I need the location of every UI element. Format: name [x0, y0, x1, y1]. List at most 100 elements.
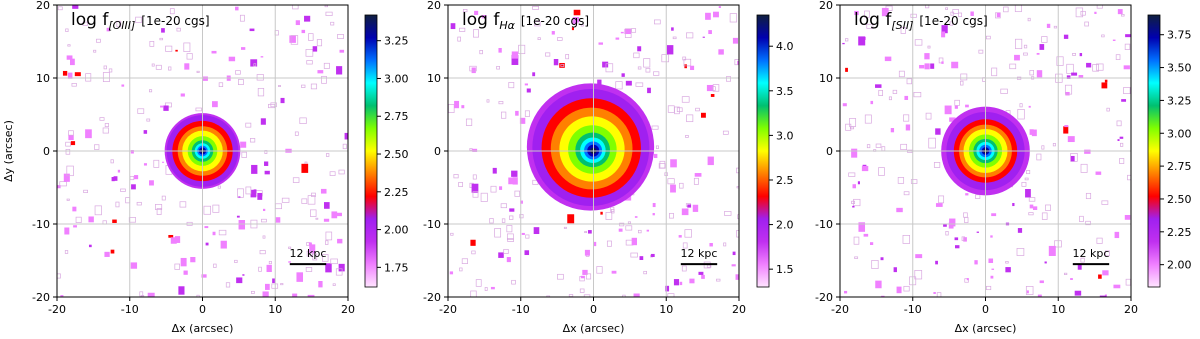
panel-title: log fHα [1e-20 cgs]: [462, 10, 589, 32]
speckle: [1012, 203, 1015, 207]
speckle: [1113, 284, 1121, 289]
speckle: [1063, 126, 1069, 134]
speckle: [325, 11, 333, 16]
speckle: [1029, 204, 1034, 209]
speckle: [66, 198, 70, 201]
speckle: [684, 64, 687, 69]
speckle: [184, 63, 190, 70]
speckle: [571, 27, 574, 31]
title-unit: [1e-20 cgs]: [141, 14, 209, 28]
speckle: [1036, 70, 1043, 78]
speckle: [861, 165, 869, 172]
speckle: [635, 82, 644, 87]
speckle: [337, 34, 344, 39]
speckle: [627, 221, 632, 224]
speckle: [888, 96, 892, 101]
speckle: [965, 104, 969, 108]
speckle: [1044, 261, 1047, 264]
speckle: [596, 266, 603, 274]
speckle: [143, 163, 147, 166]
speckle: [1017, 228, 1023, 233]
speckle: [605, 63, 614, 73]
speckle: [316, 39, 323, 47]
speckle: [511, 54, 519, 65]
speckle: [149, 89, 153, 93]
speckle: [301, 198, 308, 204]
speckle: [325, 153, 330, 157]
speckle: [311, 192, 316, 197]
speckle: [944, 105, 952, 115]
speckle: [521, 232, 525, 235]
x-tick-label: 20: [1124, 303, 1138, 316]
speckle: [580, 24, 584, 27]
colorbar-tick-label: 2.50: [1167, 193, 1192, 206]
speckle: [512, 177, 518, 185]
speckle: [272, 278, 276, 284]
speckle: [321, 75, 327, 84]
speckle: [68, 135, 74, 141]
speckle: [875, 143, 882, 148]
speckle: [706, 84, 714, 92]
speckle: [718, 6, 721, 8]
speckle: [670, 184, 676, 193]
speckle: [66, 55, 73, 60]
speckle: [988, 258, 994, 263]
speckle: [67, 44, 71, 47]
speckle: [611, 270, 617, 274]
speckle: [624, 28, 632, 35]
y-axis-label: Δy (arcsec): [2, 120, 15, 182]
speckle: [325, 263, 332, 273]
speckle: [280, 97, 285, 104]
speckle: [492, 167, 497, 174]
speckle: [646, 229, 650, 232]
speckle: [1085, 220, 1091, 226]
speckle: [537, 37, 541, 40]
speckle: [335, 268, 343, 276]
speckle: [1063, 34, 1069, 39]
speckle: [112, 219, 117, 223]
speckle: [117, 169, 121, 173]
speckle: [880, 257, 884, 261]
speckle: [639, 256, 644, 261]
speckle: [683, 58, 692, 67]
speckle: [584, 249, 590, 256]
scale-bar-label: 12 kpc: [1073, 247, 1110, 260]
speckle: [584, 231, 588, 233]
y-tick-label: 10: [427, 72, 441, 85]
speckle: [196, 294, 200, 297]
speckle: [143, 130, 148, 134]
speckle: [1121, 99, 1127, 102]
speckle: [1095, 171, 1102, 175]
speckle: [682, 242, 688, 249]
speckle: [270, 102, 277, 108]
speckle: [288, 261, 291, 263]
speckle: [1072, 53, 1076, 56]
speckle: [149, 180, 154, 186]
speckle: [472, 174, 477, 180]
colorbar-tick-label: 2.75: [384, 110, 409, 123]
axes-frame: [56, 4, 349, 298]
speckle: [961, 236, 965, 241]
speckle: [698, 271, 704, 275]
speckle: [925, 112, 932, 120]
speckle: [296, 272, 304, 282]
speckle: [1041, 36, 1048, 43]
speckle: [884, 56, 892, 62]
speckle: [508, 177, 514, 185]
speckle: [59, 181, 67, 187]
speckle: [930, 63, 935, 69]
speckle: [557, 273, 564, 280]
speckle: [702, 36, 705, 38]
speckle: [264, 150, 268, 154]
speckle: [903, 191, 910, 196]
speckle: [496, 66, 500, 70]
x-tick-label: 0: [199, 303, 206, 316]
speckle: [85, 129, 92, 139]
speckle: [978, 49, 984, 54]
speckle: [686, 114, 694, 123]
speckle: [892, 89, 898, 94]
speckle: [1125, 278, 1131, 286]
colorbar-tick-label: 2.0: [776, 219, 794, 232]
speckle: [910, 179, 918, 184]
x-tick-label: 0: [590, 303, 597, 316]
